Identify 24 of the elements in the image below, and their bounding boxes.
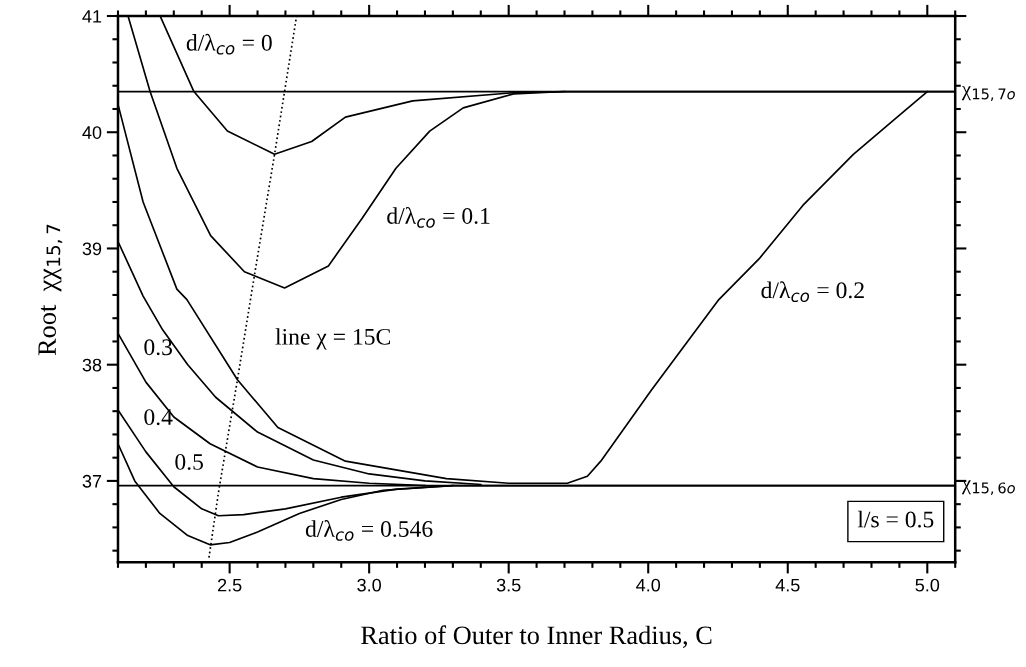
legend-label: d/λ$_{co}$ = 0 [186,33,272,55]
y-tick-label: 37 [82,474,102,488]
x-tick-label: 2.5 [217,578,242,592]
series-label: 0.5 [175,453,203,470]
y-tick-label: 38 [82,358,102,372]
annotation: l/s = 0.5 [857,510,934,528]
y-tick-label: 41 [82,10,102,23]
y-tick-label: 40 [82,126,102,139]
ref-line-label: χ$_{15,6o}$ [961,480,1015,495]
y-tick-label: 39 [82,242,102,256]
x-tick-label: 3.0 [357,578,381,592]
series-label: line χ = 15C [275,328,390,350]
x-tick-label: 4.5 [775,578,800,592]
y-axis-title: Root χχ$_{15,7}$ [38,224,63,356]
series-label: 0.3 [144,339,173,356]
x-tick-label: 5.0 [915,578,940,592]
series-label: 0.4 [144,409,173,426]
x-tick-label: 4.0 [636,578,661,592]
ref-line-label: χ$_{15,7o}$ [961,86,1015,101]
series-label: d/λ$_{co}$ = 0.546 [305,520,433,541]
x-axis-title: Ratio of Outer to Inner Radius, C [361,625,712,649]
series-label: d/λ$_{co}$ = 0.2 [761,281,864,303]
series-label: d/λ$_{co}$ = 0.1 [387,207,490,228]
x-tick-label: 3.5 [496,578,521,592]
